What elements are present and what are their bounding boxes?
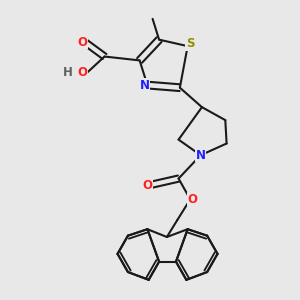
- Text: S: S: [186, 37, 194, 50]
- Text: N: N: [196, 149, 206, 162]
- Text: O: O: [142, 178, 152, 192]
- Text: N: N: [140, 79, 150, 92]
- Text: O: O: [77, 66, 88, 79]
- Text: O: O: [188, 193, 198, 206]
- Text: H: H: [63, 66, 73, 79]
- Text: O: O: [77, 36, 88, 49]
